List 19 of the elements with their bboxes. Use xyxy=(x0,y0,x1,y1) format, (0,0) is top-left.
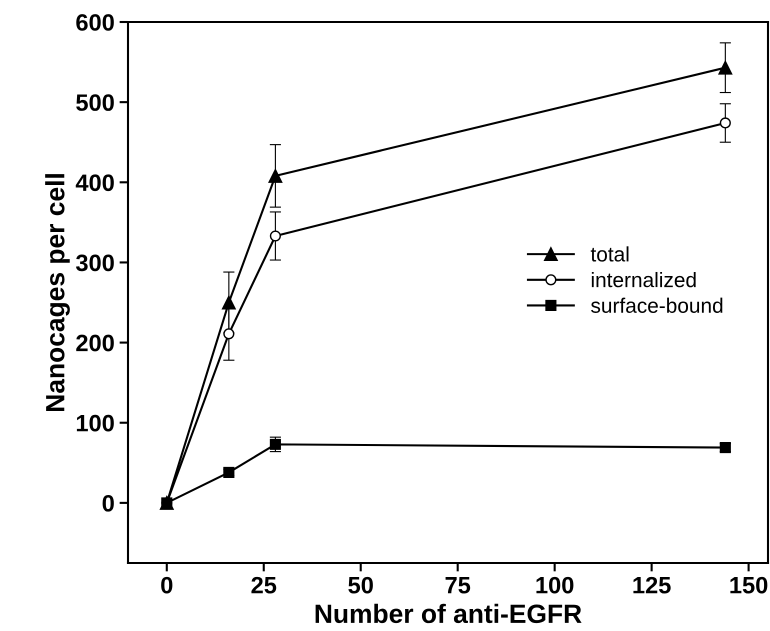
y-tick-label: 500 xyxy=(76,94,114,111)
x-tick-label: 25 xyxy=(251,576,276,594)
y-tick-label: 600 xyxy=(76,14,114,31)
legend-label: total xyxy=(590,246,628,262)
x-axis-title: Number of anti-EGFR xyxy=(316,604,582,624)
y-tick-label: 100 xyxy=(76,414,114,432)
legend-label: internalized xyxy=(592,272,696,288)
y-tick-label: 200 xyxy=(76,334,114,352)
x-tick-label: 100 xyxy=(536,576,574,594)
y-axis-title: Nanocages per cell xyxy=(45,174,70,411)
y-tick-label: 0 xyxy=(102,494,114,512)
x-tick-label: 50 xyxy=(348,576,373,594)
x-tick-label: 150 xyxy=(730,576,768,594)
y-tick-label: 400 xyxy=(76,174,114,192)
legend-label: surface-bound xyxy=(591,298,722,313)
x-tick-label: 125 xyxy=(633,576,671,594)
x-tick-label: 75 xyxy=(446,577,470,594)
y-tick-label: 300 xyxy=(76,254,114,272)
x-tick-label: 0 xyxy=(161,576,172,594)
